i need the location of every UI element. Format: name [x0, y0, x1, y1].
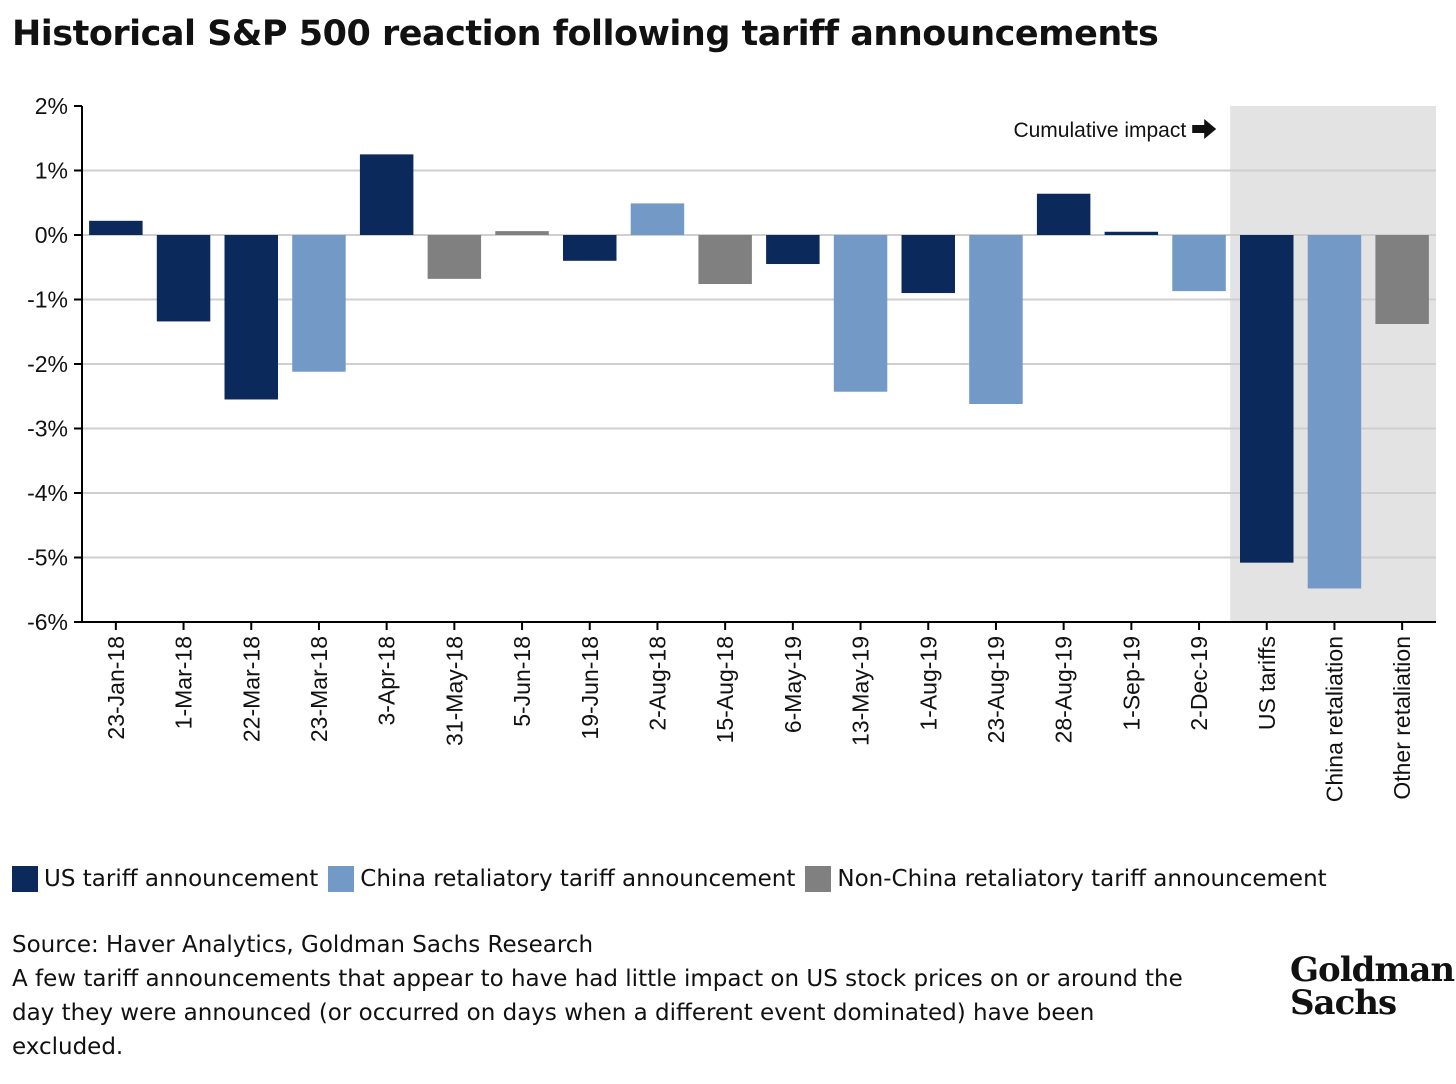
y-tick-label: -4%	[27, 480, 68, 506]
footnote: Source: Haver Analytics, Goldman Sachs R…	[12, 928, 1192, 1064]
x-tick-label: 6-May-19	[780, 636, 806, 733]
bar	[1240, 235, 1294, 563]
bar	[1104, 231, 1159, 235]
x-tick-label: 19-Jun-18	[577, 636, 603, 740]
legend-label-china: China retaliatory tariff announcement	[360, 866, 796, 892]
logo-line-2: Sachs	[1290, 983, 1397, 1023]
x-tick-label: 23-Jan-18	[103, 636, 129, 740]
bar	[1307, 235, 1362, 589]
exclusion-note: A few tariff announcements that appear t…	[12, 966, 1183, 1060]
bar	[359, 154, 414, 235]
y-tick-label: 2%	[35, 93, 68, 119]
y-tick-label: 1%	[35, 158, 68, 184]
bar	[292, 235, 346, 372]
legend-swatch-us	[12, 866, 38, 892]
y-tick-label: -2%	[27, 351, 68, 377]
bar	[630, 203, 685, 235]
x-tick-label: 15-Aug-18	[712, 636, 738, 743]
x-tick-label: 1-Sep-19	[1118, 636, 1144, 731]
x-tick-label: 1-Aug-19	[915, 636, 941, 731]
legend-item-us: US tariff announcement	[12, 866, 318, 892]
x-tick-label: US tariffs	[1254, 636, 1280, 730]
x-tick-label: China retaliation	[1321, 636, 1347, 802]
legend-label-other: Non-China retaliatory tariff announcemen…	[837, 866, 1327, 892]
y-tick-label: -1%	[27, 287, 68, 313]
x-tick-label: 23-Mar-18	[306, 636, 332, 742]
x-tick-label: 13-May-19	[848, 636, 874, 746]
x-tick-label: 3-Apr-18	[374, 636, 400, 725]
x-tick-label: 2-Aug-18	[644, 636, 670, 731]
y-tick-label: -5%	[27, 545, 68, 571]
x-tick-label: 2-Dec-19	[1186, 636, 1212, 731]
bar	[698, 235, 752, 285]
cumulative-impact-label: Cumulative impact	[1013, 119, 1186, 142]
x-tick-label: 31-May-18	[441, 636, 467, 746]
legend-item-other: Non-China retaliatory tariff announcemen…	[805, 866, 1327, 892]
logo-line-1: Goldman	[1290, 950, 1455, 990]
bar	[901, 235, 955, 294]
bar	[1375, 235, 1429, 325]
right-arrow-icon	[1192, 119, 1217, 139]
goldman-sachs-logo: Goldman Sachs	[1290, 950, 1455, 1023]
bar	[427, 235, 482, 279]
source-note: Source: Haver Analytics, Goldman Sachs R…	[12, 932, 594, 958]
bar	[495, 231, 549, 235]
bar	[156, 235, 211, 322]
chart-title: Historical S&P 500 reaction following ta…	[12, 14, 1159, 54]
bar	[833, 235, 888, 392]
bar	[563, 235, 617, 261]
y-tick-label: -3%	[27, 416, 68, 442]
bar	[969, 235, 1023, 404]
chart-legend: US tariff announcement China retaliatory…	[12, 866, 1337, 892]
bar	[1172, 235, 1226, 292]
x-tick-label: 22-Mar-18	[238, 636, 264, 742]
bar	[89, 220, 143, 235]
bar	[224, 235, 278, 400]
bar	[766, 235, 820, 265]
legend-swatch-other	[805, 866, 832, 892]
x-tick-label: Other retaliation	[1389, 636, 1415, 800]
x-tick-label: 28-Aug-19	[1051, 636, 1077, 743]
x-tick-label: 23-Aug-19	[983, 636, 1009, 743]
legend-swatch-china	[328, 866, 355, 892]
legend-item-china: China retaliatory tariff announcement	[328, 866, 795, 892]
y-tick-label: 0%	[35, 222, 68, 248]
legend-label-us: US tariff announcement	[44, 866, 319, 892]
bar-chart: 2% 1% 0% -1% -2% -3% -4% -5% -6% 23-Jan-18 1-Mar-1…	[27, 93, 1436, 802]
x-tick-label: 1-Mar-18	[171, 636, 197, 729]
x-tick-label: 5-Jun-18	[509, 636, 535, 727]
y-tick-label: -6%	[27, 609, 68, 635]
bar	[1036, 193, 1091, 235]
